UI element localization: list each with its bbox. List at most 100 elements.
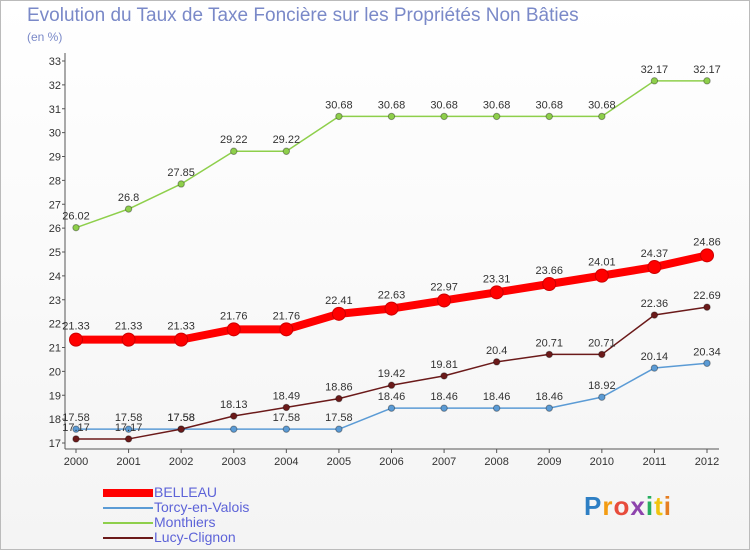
legend-swatch: [103, 522, 153, 524]
data-point: [124, 205, 133, 213]
data-label: 22.36: [641, 298, 669, 310]
data-label: 30.68: [430, 99, 458, 111]
legend-label: Monthiers: [154, 514, 216, 530]
data-point: [124, 425, 133, 433]
data-label: 18.46: [535, 391, 563, 403]
data-label: 17.58: [167, 412, 195, 424]
data-point: [174, 332, 189, 347]
x-tick-label: 2011: [643, 456, 667, 468]
y-tick-label: 27: [49, 199, 61, 211]
y-tick-label: 23: [49, 295, 61, 307]
data-label: 17.58: [167, 412, 195, 424]
logo-letter: o: [613, 491, 631, 521]
logo-letter: P: [584, 491, 603, 521]
y-tick-label: 25: [49, 247, 61, 259]
x-tick-label: 2006: [379, 456, 403, 468]
data-point: [440, 372, 448, 380]
x-tick-label: 2001: [116, 456, 140, 468]
logo-letter: r: [602, 491, 614, 521]
data-label: 32.17: [693, 64, 721, 76]
x-tick-label: 2002: [169, 456, 193, 468]
data-label: 24.86: [693, 236, 721, 248]
data-point: [492, 112, 501, 121]
legend-label: Torcy-en-Valois: [154, 499, 250, 515]
data-point: [387, 404, 396, 412]
data-label: 29.22: [220, 134, 248, 146]
y-tick-label: 24: [49, 271, 61, 283]
legend-swatch: [103, 537, 153, 539]
legend-label: BELLEAU: [154, 484, 218, 500]
data-label: 26.8: [118, 192, 139, 204]
data-point: [177, 180, 185, 188]
data-point: [545, 350, 553, 359]
data-label: 18.46: [483, 391, 511, 403]
data-label: 17.58: [325, 412, 353, 424]
logo-letter: t: [654, 491, 664, 521]
data-label: 17.17: [62, 422, 90, 434]
data-label: 20.71: [535, 337, 563, 349]
data-point: [545, 404, 553, 412]
data-point: [331, 306, 346, 321]
data-label: 17.17: [115, 422, 143, 434]
data-label: 21.76: [220, 310, 248, 322]
data-label: 22.41: [325, 295, 353, 307]
proxiti-logo: Proxiti: [584, 491, 672, 522]
data-label: 24.37: [641, 248, 669, 260]
y-tick-label: 21: [49, 343, 61, 355]
data-point: [437, 293, 452, 308]
data-label: 17.58: [115, 412, 143, 424]
y-tick-label: 28: [49, 175, 61, 187]
logo-letter: i: [663, 491, 672, 521]
legend-swatch: [103, 507, 153, 509]
y-tick-label: 22: [49, 319, 61, 331]
data-label: 21.76: [273, 310, 301, 322]
data-label: 30.68: [535, 99, 563, 111]
data-point: [69, 332, 83, 347]
data-point: [335, 112, 343, 121]
data-point: [492, 404, 501, 412]
data-label: 18.46: [378, 391, 406, 403]
x-tick-label: 2000: [64, 456, 88, 468]
data-point: [124, 435, 133, 443]
y-tick-label: 29: [49, 152, 61, 164]
x-tick-label: 2004: [274, 456, 298, 468]
data-point: [230, 147, 238, 155]
y-tick-label: 19: [49, 390, 61, 402]
y-axis-label: (en %): [27, 30, 63, 44]
data-point: [703, 359, 711, 367]
data-label: 23.66: [535, 265, 563, 277]
data-point: [72, 223, 80, 232]
y-tick-label: 31: [49, 104, 61, 116]
logo-letter: x: [630, 491, 646, 521]
y-tick-label: 17: [49, 438, 61, 450]
data-label: 18.86: [325, 382, 353, 394]
legend-label: Lucy-Clignon: [154, 529, 236, 545]
x-tick-label: 2003: [222, 456, 246, 468]
data-label: 17.58: [62, 412, 90, 424]
data-label: 30.68: [325, 99, 353, 111]
y-tick-label: 33: [49, 56, 61, 68]
data-point: [384, 301, 399, 316]
data-label: 21.33: [62, 321, 90, 333]
data-label: 30.68: [483, 99, 511, 111]
data-point: [230, 425, 238, 433]
x-tick-label: 2010: [590, 456, 614, 468]
data-label: 22.63: [378, 290, 406, 302]
data-label: 20.71: [588, 337, 616, 349]
data-label: 29.22: [273, 134, 301, 146]
data-point: [282, 403, 291, 412]
y-tick-label: 32: [49, 80, 61, 92]
data-point: [703, 303, 711, 311]
y-tick-label: 26: [49, 223, 61, 235]
data-point: [542, 276, 557, 291]
data-point: [440, 112, 448, 121]
data-point: [492, 358, 501, 366]
data-label: 21.33: [115, 321, 143, 333]
data-point: [598, 393, 606, 401]
data-label: 22.97: [430, 281, 458, 293]
data-point: [598, 112, 606, 121]
x-tick-label: 2008: [484, 456, 508, 468]
data-point: [121, 332, 136, 347]
